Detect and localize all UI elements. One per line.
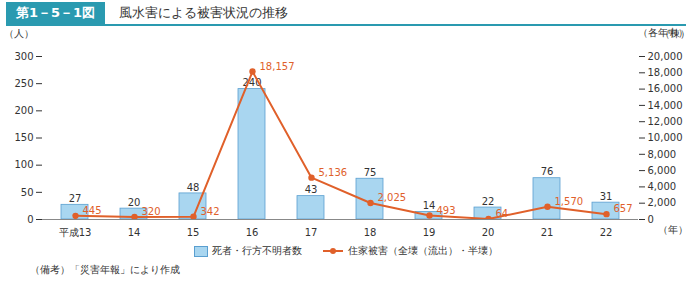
svg-text:22: 22 — [600, 227, 613, 238]
svg-text:76: 76 — [541, 166, 554, 177]
svg-text:14: 14 — [128, 227, 141, 238]
svg-text:14: 14 — [423, 200, 436, 211]
svg-text:10,000: 10,000 — [648, 132, 683, 143]
svg-text:21: 21 — [541, 227, 554, 238]
svg-text:48: 48 — [187, 182, 200, 193]
svg-text:17: 17 — [305, 227, 318, 238]
svg-text:493: 493 — [437, 205, 456, 216]
svg-text:20: 20 — [482, 227, 495, 238]
svg-text:16: 16 — [246, 227, 259, 238]
svg-text:50: 50 — [21, 187, 34, 198]
svg-text:1,570: 1,570 — [555, 196, 584, 207]
svg-text:22: 22 — [482, 196, 495, 207]
svg-text:16,000: 16,000 — [648, 83, 683, 94]
svg-text:43: 43 — [305, 184, 318, 195]
svg-text:（棟）: （棟） — [660, 28, 690, 39]
svg-text:18: 18 — [364, 227, 377, 238]
svg-text:150: 150 — [14, 132, 33, 143]
svg-text:18,157: 18,157 — [260, 61, 295, 72]
svg-text:5,136: 5,136 — [319, 167, 348, 178]
svg-text:0: 0 — [648, 214, 654, 225]
svg-text:75: 75 — [364, 167, 377, 178]
svg-text:64: 64 — [496, 208, 509, 219]
svg-text:342: 342 — [201, 206, 220, 217]
svg-text:0: 0 — [27, 214, 33, 225]
svg-text:12,000: 12,000 — [648, 116, 683, 127]
svg-text:320: 320 — [142, 206, 161, 217]
svg-text:6,000: 6,000 — [648, 165, 677, 176]
svg-text:18,000: 18,000 — [648, 67, 683, 78]
svg-text:2,025: 2,025 — [378, 192, 407, 203]
svg-text:445: 445 — [83, 205, 102, 216]
svg-text:2,000: 2,000 — [648, 197, 677, 208]
svg-text:20,000: 20,000 — [648, 51, 683, 62]
svg-text:14,000: 14,000 — [648, 100, 683, 111]
svg-text:100: 100 — [14, 159, 33, 170]
svg-text:4,000: 4,000 — [648, 181, 677, 192]
svg-text:平成13: 平成13 — [59, 227, 92, 238]
svg-text:240: 240 — [242, 77, 261, 88]
svg-text:8,000: 8,000 — [648, 149, 677, 160]
svg-text:31: 31 — [600, 191, 613, 202]
svg-text:（人）: （人） — [4, 28, 34, 39]
svg-text:250: 250 — [14, 78, 33, 89]
svg-text:200: 200 — [14, 105, 33, 116]
svg-text:657: 657 — [614, 203, 633, 214]
svg-text:15: 15 — [187, 227, 200, 238]
svg-text:27: 27 — [69, 193, 82, 204]
svg-text:19: 19 — [423, 227, 436, 238]
svg-text:300: 300 — [14, 51, 33, 62]
svg-text:20: 20 — [128, 197, 141, 208]
